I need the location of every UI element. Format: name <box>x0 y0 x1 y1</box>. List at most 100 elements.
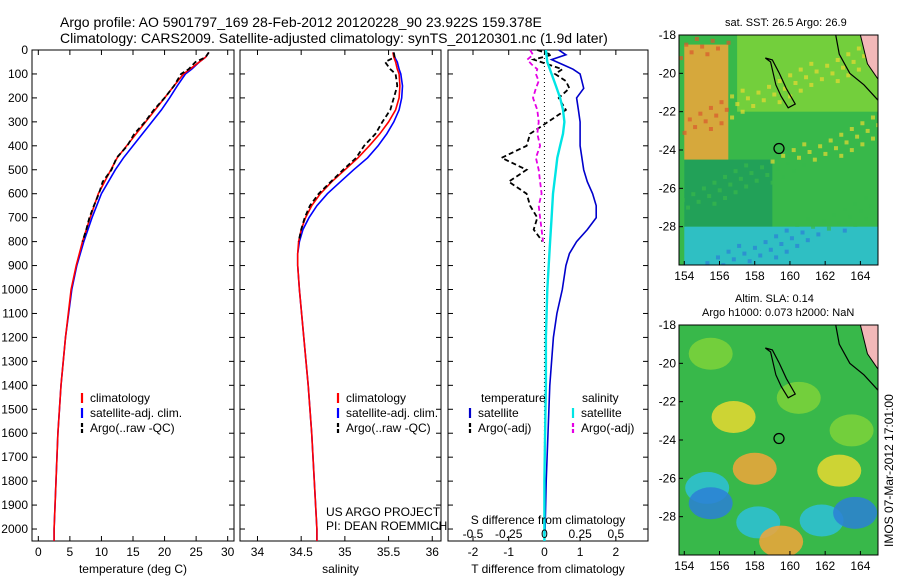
sst_map-pixel <box>863 196 868 200</box>
legend-label: satellite <box>581 406 622 420</box>
legend-label: Argo(-adj) <box>581 421 634 435</box>
sst_map-pixel <box>795 222 800 227</box>
credit-project: US ARGO PROJECT <box>326 505 441 519</box>
sst_map-xtick-label: 154 <box>674 269 694 283</box>
sst_map-pixel <box>719 121 724 126</box>
salinity-xlabel: salinity <box>322 562 359 576</box>
sst_map-pixel <box>800 230 805 235</box>
depth-tick-label: 1300 <box>1 354 28 368</box>
sst_map-pixel <box>733 190 738 195</box>
legend-label: climatology <box>90 391 150 405</box>
sst_map-pixel <box>862 54 867 59</box>
coastline-contour <box>764 347 797 399</box>
sst_map-pixel <box>784 249 789 254</box>
sla_map-xtick-label: 164 <box>850 559 870 573</box>
sst_map-pixel <box>869 203 874 208</box>
sst_map-pixel <box>814 69 819 74</box>
differences-xtick-label: 0 <box>541 545 548 559</box>
sst_map-pixel <box>742 251 747 256</box>
legend-label: Argo(-adj) <box>478 421 531 435</box>
sst_map-pixel <box>839 132 844 137</box>
sst_map-pixel <box>737 243 742 248</box>
sst_map-ytick-label: -18 <box>659 28 677 42</box>
sst_map-pixel <box>807 150 812 154</box>
salinity-xtick-label: 34.5 <box>289 545 313 559</box>
salinity-xtick-label: 34 <box>251 545 265 559</box>
depth-tick-label: 0 <box>21 43 28 57</box>
sst_map-pixel <box>832 213 837 218</box>
sst_map-pixel <box>768 247 773 252</box>
legend-label: Argo(..raw -QC) <box>346 421 431 435</box>
sst_map-ytick-label: -26 <box>659 181 677 195</box>
sst_map-pixel <box>779 242 784 246</box>
figure-title-line2: Climatology: CARS2009. Satellite-adjuste… <box>60 30 608 46</box>
differences-xtick-label: -2 <box>468 545 479 559</box>
sst_map-pixel <box>705 52 710 57</box>
sst_map-pixel <box>696 199 701 204</box>
sla_map-blob <box>732 452 777 485</box>
sst_map-pixel <box>841 65 846 70</box>
sla_map-ytick-label: -18 <box>659 318 677 332</box>
sst_map-pixel <box>839 153 844 158</box>
sst_map-pixel <box>749 171 754 176</box>
sst_map-pixel <box>781 174 786 179</box>
sst_map-pixel <box>789 236 794 241</box>
sst_map-xtick-label: 158 <box>745 269 765 283</box>
sst_map-pixel <box>744 184 749 189</box>
sst_map-pixel <box>874 190 878 195</box>
sst_map-pixel <box>809 82 814 87</box>
sst_map-pixel <box>686 205 691 210</box>
sst_map-pixel <box>823 151 828 156</box>
sla-map-title-line2: Argo h1000: 0.073 h2000: NaN <box>702 307 855 319</box>
sla_map-blob <box>799 504 844 537</box>
sst_map-pixel <box>694 36 699 41</box>
sst_map-pixel <box>772 92 777 97</box>
sst_map-pixel <box>679 56 683 61</box>
sst_map-pixel <box>809 61 814 66</box>
sst_map-pixel <box>724 107 729 112</box>
sst_map-xtick-label: 160 <box>780 269 800 283</box>
sst_map-pixel <box>767 84 772 89</box>
sst_map-pixel <box>728 182 733 187</box>
sst_map-pixel <box>712 201 717 206</box>
sst_map-pixel <box>723 196 728 200</box>
temperature-xtick-label: 15 <box>126 545 140 559</box>
sst_map-pixel <box>860 121 865 126</box>
sst_map-pixel <box>853 201 858 206</box>
figure-title-line1: Argo profile: AO 5901797_169 28-Feb-2012… <box>60 14 542 30</box>
sst_map-pixel <box>865 128 870 133</box>
sst_map-pixel <box>825 63 830 68</box>
sla_map-blob <box>833 496 878 529</box>
sst_map-pixel <box>874 211 878 216</box>
sst_map-pixel <box>791 169 796 174</box>
sst_map-pixel <box>754 178 759 183</box>
depth-tick-label: 900 <box>8 259 28 273</box>
depth-tick-label: 500 <box>8 163 28 177</box>
sst_map-pixel <box>730 115 735 120</box>
sst_map-pixel <box>816 232 821 237</box>
sst_map-pixel <box>849 148 854 153</box>
depth-tick-label: 1900 <box>1 498 28 512</box>
depth-tick-label: 300 <box>8 115 28 129</box>
sal-argo-line <box>297 52 399 242</box>
sst_map-pixel <box>821 219 826 223</box>
sst_map-pixel <box>788 73 793 78</box>
temp-argo-line <box>81 51 210 242</box>
depth-tick-label: 1200 <box>1 330 28 344</box>
sst_map-pixel <box>791 148 796 153</box>
sst_map-pixel <box>700 44 705 49</box>
sst-map-title: sat. SST: 26.5 Argo: 26.9 <box>725 17 847 29</box>
sst_map-pixel <box>737 265 741 269</box>
temperature-xtick-label: 10 <box>95 545 109 559</box>
sst_map-pixel <box>756 90 761 95</box>
sst_map-pixel <box>876 123 878 128</box>
sst_map-pixel <box>745 96 750 101</box>
sst_map-pixel <box>693 125 698 130</box>
sla_map-argo-marker <box>773 432 785 445</box>
sst_map-pixel <box>735 102 740 107</box>
sla_map-xtick-label: 160 <box>780 559 800 573</box>
sst_map-pixel <box>870 136 875 141</box>
sst_map-pixel <box>744 163 749 168</box>
sst_map-pixel <box>853 222 858 227</box>
